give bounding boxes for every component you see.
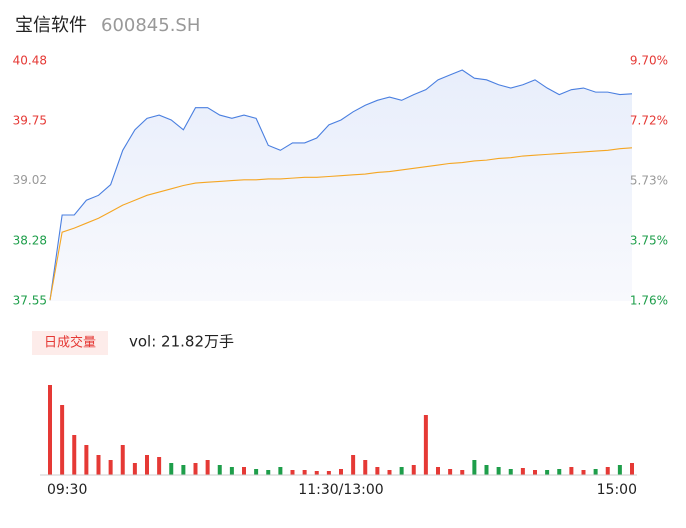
y2-tick-label: 5.73% <box>630 174 668 188</box>
volume-bar <box>411 465 416 475</box>
volume-bar <box>496 467 501 475</box>
x-tick-label: 11:30/13:00 <box>298 482 383 498</box>
volume-bar <box>290 470 295 475</box>
volume-bar <box>617 465 622 475</box>
volume-bar <box>278 467 283 475</box>
y-tick-label: 38.28 <box>13 234 47 248</box>
volume-bar <box>120 445 125 475</box>
volume-bar <box>605 467 610 475</box>
chart-subtitle: 600845.SH <box>101 15 200 36</box>
y2-tick-label: 7.72% <box>630 113 668 127</box>
volume-bar <box>60 405 65 475</box>
volume-bar <box>448 469 453 475</box>
volume-bar <box>314 471 319 475</box>
volume-bar <box>205 460 210 475</box>
y2-tick-label: 3.75% <box>630 233 668 247</box>
x-tick-label: 09:30 <box>47 482 87 498</box>
volume-bar <box>132 463 137 475</box>
volume-bar <box>302 470 307 475</box>
volume-bar <box>157 457 162 475</box>
volume-bar <box>423 415 428 475</box>
volume-bar <box>545 470 550 475</box>
volume-bar <box>193 463 198 475</box>
average-line <box>49 147 633 301</box>
volume-bar <box>630 463 634 475</box>
volume-bar <box>363 460 368 475</box>
volume-bar <box>520 468 525 475</box>
volume-bar <box>533 470 537 475</box>
price-area <box>50 70 632 301</box>
volume-bar <box>436 467 440 475</box>
volume-bar <box>96 455 101 475</box>
volume-bar <box>339 469 343 475</box>
volume-label: 日成交量 <box>44 335 96 351</box>
volume-bar <box>266 470 271 475</box>
volume-bar <box>242 467 246 475</box>
y-tick-label: 40.48 <box>13 54 47 68</box>
volume-bar <box>72 435 77 475</box>
volume-summary: vol: 21.82万手 <box>129 333 234 351</box>
y-tick-label: 37.55 <box>13 294 47 308</box>
x-tick-label: 15:00 <box>597 482 637 498</box>
volume-bar <box>593 469 598 475</box>
volume-bar <box>254 469 259 475</box>
volume-bar <box>472 460 477 475</box>
volume-bar <box>217 465 222 475</box>
volume-bar <box>460 470 465 475</box>
volume-bar <box>326 471 331 475</box>
volume-bar <box>181 465 186 475</box>
chart-title: 宝信软件 <box>15 15 87 36</box>
volume-bar <box>508 469 513 475</box>
volume-bar <box>569 467 574 475</box>
volume-bar <box>375 467 380 475</box>
volume-bar <box>229 467 234 475</box>
volume-badge <box>32 331 108 355</box>
y2-tick-label: 9.70% <box>630 54 668 68</box>
volume-bar <box>351 455 356 475</box>
price-line <box>49 69 633 301</box>
volume-bar <box>84 445 89 475</box>
y2-tick-label: 1.76% <box>630 294 668 308</box>
volume-bar <box>108 460 113 475</box>
volume-bar <box>169 463 174 475</box>
y-tick-label: 39.02 <box>13 173 47 187</box>
volume-bar <box>48 385 52 475</box>
volume-bar <box>484 465 489 475</box>
volume-bar <box>557 469 562 475</box>
volume-bar <box>145 455 149 475</box>
volume-bar <box>399 467 404 475</box>
volume-bar <box>387 470 392 475</box>
y-tick-label: 39.75 <box>13 113 47 127</box>
volume-bar <box>581 470 586 475</box>
